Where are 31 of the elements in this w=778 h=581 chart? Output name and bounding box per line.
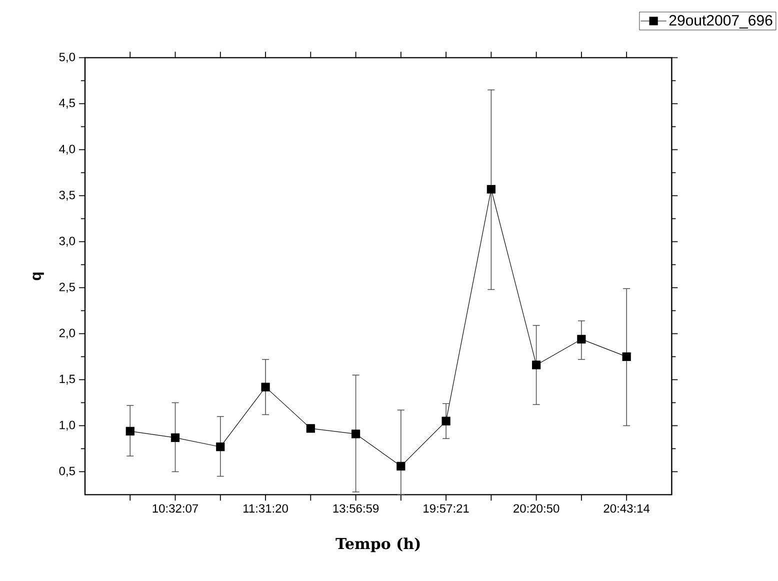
y-tick-label: 2,5: [59, 282, 75, 293]
y-tick-label: 1,5: [60, 374, 75, 385]
point: [216, 442, 225, 452]
point: [351, 430, 360, 438]
y-axis-title: q: [32, 272, 44, 280]
point: [261, 382, 270, 392]
point: [126, 426, 134, 436]
x-tick-label: 13:56:59: [333, 504, 379, 513]
point: [306, 424, 315, 433]
point: [622, 352, 631, 361]
y-tick-label: 4,0: [59, 144, 76, 155]
point: [532, 360, 541, 370]
point: [577, 334, 586, 344]
y-tick-label: 2,0: [59, 328, 76, 339]
y-tick-label: 4,5: [59, 98, 75, 109]
x-tick-label: 20:20:50: [514, 504, 560, 513]
x-tick-label: 19:57:21: [424, 504, 469, 513]
y-tick-label: 0,5: [59, 466, 75, 477]
x-axis-title: Tempo (h): [336, 538, 420, 552]
point: [396, 462, 406, 470]
y-tick-label: 1,0: [60, 420, 76, 431]
y-tick-label: 3,0: [59, 236, 76, 247]
point: [170, 433, 180, 442]
point: [442, 416, 450, 426]
legend-label: 29out2007_696: [669, 15, 772, 28]
y-tick-label: 3,5: [59, 190, 75, 201]
x-tick-label: 10:32:07: [152, 504, 198, 513]
y-tick-label: 5,0: [59, 52, 76, 63]
point: [486, 184, 496, 194]
x-tick-label: 20:43:14: [604, 504, 650, 513]
x-tick-label: 11:31:20: [244, 504, 288, 513]
